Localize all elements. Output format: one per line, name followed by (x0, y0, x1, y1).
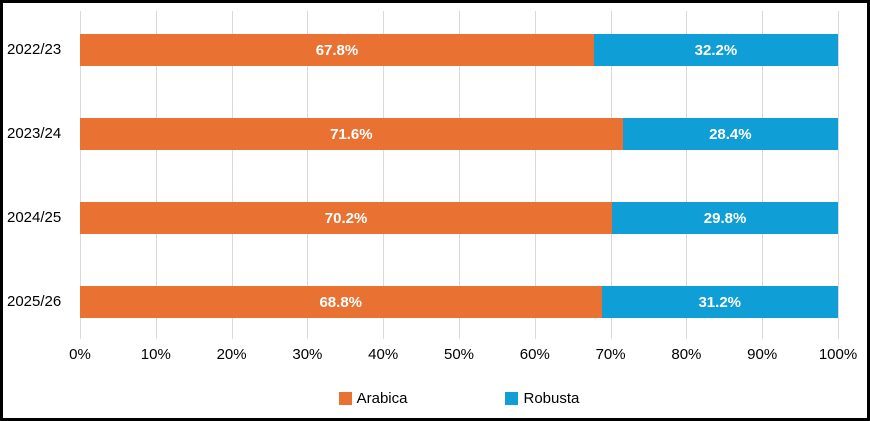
x-tick-label: 50% (443, 346, 475, 363)
legend-swatch-icon (338, 391, 352, 405)
gridline (80, 11, 81, 339)
data-label: 28.4% (709, 125, 752, 143)
gridline (155, 11, 157, 339)
legend-item-arabica: Arabica (338, 389, 408, 407)
x-tick-label: 80% (671, 346, 702, 363)
gridline (534, 11, 536, 339)
bar-segment-arabica: 70.2% (80, 202, 613, 234)
category-label: 2023/24 (7, 125, 62, 142)
bar-row: 67.8% 32.2% (80, 34, 838, 66)
x-tick-label: 90% (747, 346, 778, 363)
gridline (762, 11, 764, 339)
legend-label: Robusta (523, 389, 580, 407)
legend-label: Arabica (356, 389, 408, 407)
bar-segment-arabica: 68.8% (80, 286, 602, 318)
bar-row: 68.8% 31.2% (80, 286, 838, 318)
x-tick-label: 20% (216, 346, 247, 363)
legend-item-robusta: Robusta (505, 390, 579, 407)
category-label: 2024/25 (7, 209, 62, 226)
bar-segment-robusta: 31.2% (601, 286, 838, 318)
bar-segment-arabica: 67.8% (80, 34, 594, 66)
bar-segment-robusta: 28.4% (622, 118, 838, 150)
gridline (610, 11, 612, 339)
x-tick-label: 30% (292, 346, 323, 363)
gridline (459, 11, 460, 339)
x-tick-label: 70% (595, 346, 626, 363)
data-label: 31.2% (698, 293, 742, 311)
data-label: 70.2% (324, 209, 368, 227)
category-label: 2025/26 (7, 293, 62, 310)
data-label: 29.8% (703, 209, 747, 227)
data-label: 32.2% (694, 41, 738, 59)
gridline (838, 11, 839, 339)
x-tick-label: 10% (140, 346, 171, 363)
data-label: 67.8% (315, 41, 359, 59)
bar-segment-arabica: 71.6% (80, 118, 623, 150)
plot-area: 67.8% 32.2% 71.6% 28.4% 70.2% 29.8% 68.8% 31.2% (80, 11, 839, 339)
gridline (231, 11, 233, 339)
gridline (686, 11, 688, 339)
category-label: 2022/23 (7, 41, 62, 58)
x-tick-label: 40% (368, 346, 399, 363)
bar-row: 71.6% 28.4% (80, 118, 838, 150)
x-tick-label: 60% (519, 346, 550, 363)
legend-swatch-icon (505, 391, 519, 405)
data-label: 71.6% (330, 125, 373, 143)
bar-segment-robusta: 29.8% (612, 202, 838, 234)
legend: Arabica Robusta (80, 387, 838, 409)
bar-row: 70.2% 29.8% (80, 202, 838, 234)
value-axis: 0% 10% 20% 30% 40% 50% 60% 70% 80% 90% 100% (69, 346, 857, 366)
gridline (307, 11, 309, 339)
bar-segment-robusta: 32.2% (593, 34, 838, 66)
gridline (383, 11, 385, 339)
x-tick-label: 0% (69, 346, 91, 363)
x-tick-label: 100% (818, 346, 858, 363)
data-label: 68.8% (319, 293, 363, 311)
